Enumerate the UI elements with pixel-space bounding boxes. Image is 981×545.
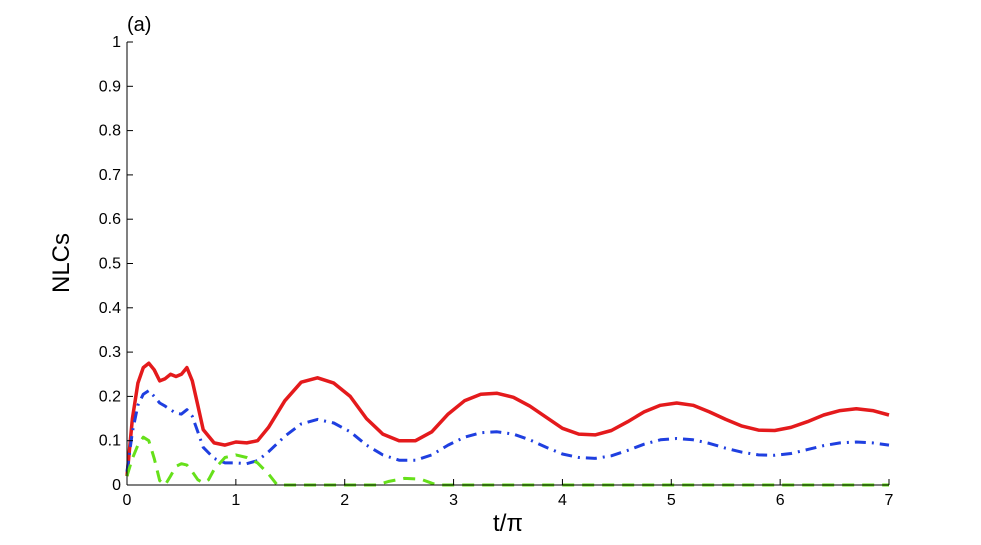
- panel-label: (a): [127, 14, 151, 36]
- y-tick-label: 0.2: [99, 388, 121, 405]
- y-tick-label: 0.9: [99, 78, 121, 95]
- x-tick-label: 4: [558, 492, 567, 509]
- y-tick-label: 0.8: [99, 123, 121, 140]
- x-tick-label: 6: [776, 492, 785, 509]
- axes-layer: 0 1 2 3 4 5 6 7 0 0.1 0.2 0.3 0.4 0.5 0.6 0.7 0.8 0.9 1: [99, 34, 894, 509]
- y-tick-label: 0.4: [99, 300, 121, 317]
- series-layer: [125, 361, 890, 487]
- y-tick-label: 0.5: [99, 256, 121, 273]
- x-tick-label: 0: [123, 492, 132, 509]
- y-tick-label: 0.1: [99, 433, 121, 450]
- y-tick-label: 1: [112, 34, 121, 51]
- y-tick-label: 0.3: [99, 344, 121, 361]
- x-tick-label: 2: [340, 492, 349, 509]
- y-axis-label: NLCs: [48, 233, 75, 293]
- x-tick-label: 1: [231, 492, 240, 509]
- x-tick-label: 3: [449, 492, 458, 509]
- y-tick-label: 0: [112, 477, 121, 494]
- x-tick-label: 5: [667, 492, 676, 509]
- series-1-line: [125, 361, 890, 477]
- y-tick-label: 0.7: [99, 167, 121, 184]
- x-tick-label: 7: [885, 492, 894, 509]
- series-2-line: [125, 389, 890, 472]
- y-tick-label: 0.6: [99, 211, 121, 228]
- series-3-line: [125, 435, 889, 487]
- x-axis-label: t/π: [493, 510, 523, 537]
